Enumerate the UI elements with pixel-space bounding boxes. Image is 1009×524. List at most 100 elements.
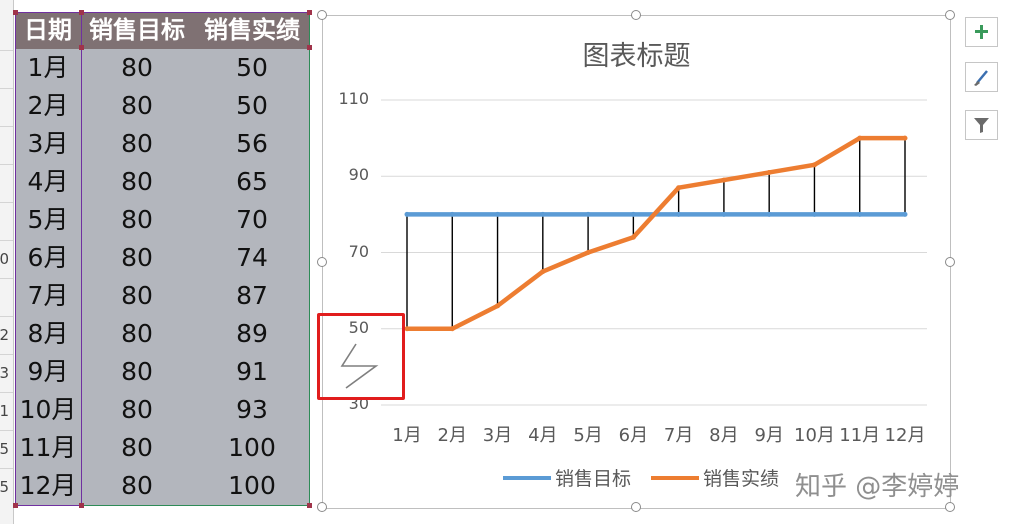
brush-icon: [974, 70, 988, 86]
selection-handle[interactable]: [307, 503, 312, 508]
row-number[interactable]: 5: [0, 440, 9, 458]
data-point-actual[interactable]: [811, 162, 817, 168]
row-number[interactable]: 5: [0, 478, 9, 496]
resize-handle[interactable]: [945, 502, 955, 512]
header-sales-actual[interactable]: 销售实绩: [204, 16, 300, 44]
data-point-actual[interactable]: [540, 269, 546, 275]
cell-actual[interactable]: 93: [236, 395, 268, 424]
cell-target[interactable]: 80: [121, 167, 153, 196]
cell-actual[interactable]: 50: [236, 53, 268, 82]
resize-handle[interactable]: [317, 10, 327, 20]
resize-handle[interactable]: [945, 257, 955, 267]
cell-date[interactable]: 4月: [27, 167, 69, 196]
data-point-target[interactable]: [630, 211, 636, 217]
cell-target[interactable]: 80: [121, 243, 153, 272]
selection-handle[interactable]: [13, 10, 18, 15]
cell-target[interactable]: 80: [121, 91, 153, 120]
cell-date[interactable]: 10月: [19, 395, 77, 424]
data-point-actual[interactable]: [676, 185, 682, 191]
selection-handle[interactable]: [79, 10, 84, 15]
chart-styles-button[interactable]: [965, 62, 998, 92]
data-point-actual[interactable]: [721, 177, 727, 183]
cell-target[interactable]: 80: [121, 319, 153, 348]
data-point-target[interactable]: [721, 211, 727, 217]
selection-handle[interactable]: [307, 45, 312, 50]
cell-target[interactable]: 80: [121, 205, 153, 234]
cell-actual[interactable]: 70: [236, 205, 268, 234]
row-number[interactable]: 2: [0, 326, 9, 344]
cell-target[interactable]: 80: [121, 395, 153, 424]
cell-date[interactable]: 8月: [27, 319, 69, 348]
cell-date[interactable]: 1月: [27, 53, 69, 82]
cell-actual[interactable]: 56: [236, 129, 268, 158]
cell-target[interactable]: 80: [121, 53, 153, 82]
cell-actual[interactable]: 74: [236, 243, 268, 272]
header-date[interactable]: 日期: [24, 16, 72, 44]
cell-date[interactable]: 5月: [27, 205, 69, 234]
chart-filters-button[interactable]: [965, 110, 998, 140]
row-number[interactable]: 0: [0, 250, 9, 268]
cell-actual[interactable]: 65: [236, 167, 268, 196]
data-point-actual[interactable]: [585, 250, 591, 255]
resize-handle[interactable]: [317, 257, 327, 267]
cell-target[interactable]: 80: [121, 129, 153, 158]
resize-handle[interactable]: [631, 10, 641, 20]
cell-target[interactable]: 80: [121, 471, 153, 500]
data-point-target[interactable]: [585, 211, 591, 217]
cell-actual[interactable]: 50: [236, 91, 268, 120]
data-point-target[interactable]: [902, 211, 908, 217]
data-point-actual[interactable]: [495, 303, 501, 309]
legend-swatch-target: [503, 475, 551, 480]
legend-item-actual[interactable]: 销售实绩: [651, 464, 779, 491]
cell-date[interactable]: 11月: [19, 433, 77, 462]
data-table[interactable]: 日期 销售目标 销售实绩 1月 80 50 2月 80 50 3月 80 56 4月 80 65 5月 8…: [15, 12, 309, 506]
cell-date[interactable]: 2月: [27, 91, 69, 120]
selection-handle[interactable]: [307, 10, 312, 15]
series-line-actual[interactable]: [407, 135, 905, 331]
cell-actual[interactable]: 91: [236, 357, 268, 386]
cell-actual[interactable]: 100: [228, 433, 276, 462]
selection-handle[interactable]: [79, 503, 84, 508]
x-tick-label: 6月: [618, 425, 649, 446]
data-point-actual[interactable]: [766, 169, 772, 175]
cell-actual[interactable]: 89: [236, 319, 268, 348]
data-point-target[interactable]: [857, 211, 863, 217]
x-tick-label: 9月: [754, 425, 784, 446]
data-point-target[interactable]: [404, 211, 410, 217]
data-point-target[interactable]: [811, 211, 817, 217]
row-line: [0, 126, 13, 127]
data-point-target[interactable]: [540, 211, 546, 217]
data-point-actual[interactable]: [857, 135, 863, 141]
cell-date[interactable]: 3月: [27, 129, 69, 158]
cell-target[interactable]: 80: [121, 357, 153, 386]
data-point-target[interactable]: [449, 211, 455, 217]
header-sales-target[interactable]: 销售目标: [89, 16, 185, 44]
cell-date[interactable]: 12月: [19, 471, 77, 500]
data-point-actual[interactable]: [404, 326, 410, 332]
data-point-actual[interactable]: [630, 234, 636, 240]
cell-actual[interactable]: 87: [236, 281, 268, 310]
resize-handle[interactable]: [317, 502, 327, 512]
chart-area[interactable]: 图表标题 110 90 70 50 30 1月 2月 3月 4月 5月 6月 7月 8月 9月 10月 11…: [322, 15, 951, 509]
cell-actual[interactable]: 100: [228, 471, 276, 500]
selection-handle[interactable]: [79, 45, 84, 50]
data-point-target[interactable]: [495, 211, 501, 217]
cell-target[interactable]: 80: [121, 281, 153, 310]
cell-date[interactable]: 7月: [27, 281, 69, 310]
watermark: 知乎 @李婷婷: [795, 472, 960, 502]
data-point-actual[interactable]: [449, 326, 455, 332]
row-number[interactable]: 3: [0, 364, 9, 382]
row-number[interactable]: 1: [0, 402, 9, 420]
legend-item-target[interactable]: 销售目标: [503, 464, 631, 491]
data-point-target[interactable]: [676, 211, 682, 217]
selection-handle[interactable]: [13, 503, 18, 508]
chart-elements-button[interactable]: [965, 17, 998, 47]
resize-handle[interactable]: [945, 10, 955, 20]
data-point-target[interactable]: [766, 211, 772, 217]
chart-title[interactable]: 图表标题: [582, 41, 691, 72]
data-point-actual[interactable]: [902, 135, 908, 141]
cell-target[interactable]: 80: [121, 433, 153, 462]
resize-handle[interactable]: [631, 502, 641, 512]
cell-date[interactable]: 9月: [27, 357, 69, 386]
cell-date[interactable]: 6月: [27, 243, 69, 272]
